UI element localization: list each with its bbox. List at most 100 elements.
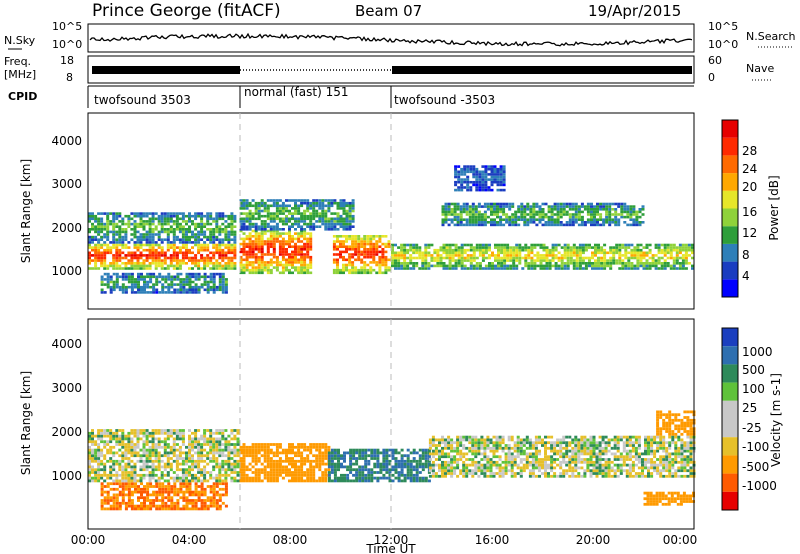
- power-cell: [181, 241, 185, 244]
- velocity-cell: [148, 440, 152, 444]
- velocity-cell: [91, 468, 94, 472]
- velocity-cell: [188, 445, 191, 449]
- velocity-cell: [166, 454, 170, 458]
- power-cell: [357, 258, 361, 262]
- power-cell: [475, 175, 479, 179]
- power-cell: [481, 246, 485, 249]
- power-cell: [345, 222, 349, 226]
- velocity-cell: [164, 496, 168, 500]
- power-cell: [212, 283, 216, 286]
- power-cell: [248, 268, 252, 272]
- nave-right-tick-top: 60: [708, 54, 722, 67]
- power-cell: [254, 248, 258, 251]
- power-cell: [459, 218, 463, 221]
- power-cell: [494, 254, 497, 257]
- velocity-cell: [146, 507, 150, 511]
- velocity-cell: [185, 457, 188, 460]
- power-cell: [181, 259, 185, 262]
- power-cell: [106, 238, 110, 241]
- power-cell: [109, 241, 113, 244]
- power-cell: [487, 173, 491, 176]
- velocity-cell: [373, 465, 377, 469]
- power-cell: [571, 205, 575, 208]
- velocity-cell: [161, 487, 165, 491]
- power-cell: [345, 235, 348, 238]
- power-cell: [227, 214, 231, 218]
- power-cell: [444, 208, 448, 211]
- power-cell: [194, 278, 198, 281]
- power-cell: [605, 202, 609, 206]
- power-cell: [197, 230, 201, 234]
- power-cell: [115, 238, 119, 241]
- power-cell: [397, 264, 401, 268]
- power-cell: [212, 278, 216, 281]
- power-cell: [163, 267, 167, 270]
- velocity-cell: [109, 434, 113, 438]
- power-cell: [275, 240, 279, 243]
- power-cell: [163, 217, 167, 221]
- velocity-cell: [309, 448, 313, 452]
- velocity-cell: [230, 479, 234, 483]
- power-cell: [206, 238, 210, 241]
- power-cell: [515, 246, 519, 249]
- power-cell: [146, 280, 150, 284]
- power-ylabel: Slant Range [km]: [19, 159, 33, 263]
- velocity-cell: [118, 462, 122, 466]
- power-cell: [593, 223, 596, 227]
- power-cell: [154, 228, 158, 231]
- power-cell: [266, 222, 270, 226]
- power-cell: [571, 215, 575, 219]
- power-cell: [514, 223, 518, 227]
- power-cell: [527, 254, 531, 257]
- power-cell: [475, 167, 479, 171]
- power-cell: [621, 259, 625, 262]
- power-cell: [137, 275, 140, 279]
- power-cell: [588, 243, 591, 247]
- power-cell: [345, 225, 349, 228]
- velocity-cell: [151, 445, 155, 449]
- velocity-cell: [203, 434, 207, 438]
- power-cell: [463, 180, 467, 184]
- power-cell: [624, 267, 628, 270]
- power-cell: [629, 213, 633, 216]
- power-cell: [233, 230, 237, 234]
- velocity-cell: [166, 459, 170, 463]
- power-cell: [342, 212, 346, 215]
- power-cell: [285, 266, 288, 269]
- power-cell: [351, 263, 355, 267]
- power-cell: [597, 267, 600, 270]
- power-cell: [209, 214, 213, 218]
- power-cell: [169, 254, 173, 257]
- power-cell: [635, 213, 639, 216]
- power-cell: [339, 245, 342, 248]
- velocity-cell: [172, 440, 176, 444]
- velocity-cell: [203, 468, 207, 472]
- power-cell: [551, 251, 555, 255]
- velocity-cell: [115, 429, 119, 432]
- velocity-cell: [415, 476, 419, 480]
- velocity-cell: [300, 479, 304, 483]
- power-cell: [212, 256, 216, 260]
- velocity-cell: [355, 468, 359, 472]
- power-cell: [578, 262, 582, 265]
- power-cell: [563, 251, 567, 255]
- power-cell: [530, 264, 534, 268]
- velocity-cell: [230, 465, 234, 469]
- power-cell: [142, 212, 146, 215]
- power-cell: [212, 233, 216, 236]
- power-cell: [248, 220, 252, 223]
- power-cell: [523, 215, 527, 219]
- power-cell: [157, 222, 161, 226]
- velocity-cell: [406, 459, 410, 463]
- velocity-cell: [167, 482, 171, 486]
- velocity-cell: [197, 443, 201, 446]
- power-cell: [642, 264, 646, 268]
- power-cell: [397, 246, 401, 249]
- velocity-cell: [349, 465, 353, 469]
- power-cell: [197, 259, 201, 262]
- velocity-cell: [242, 471, 246, 474]
- power-cell: [448, 254, 452, 257]
- power-cell: [560, 267, 564, 270]
- power-cell: [468, 215, 472, 219]
- power-cell: [169, 230, 173, 234]
